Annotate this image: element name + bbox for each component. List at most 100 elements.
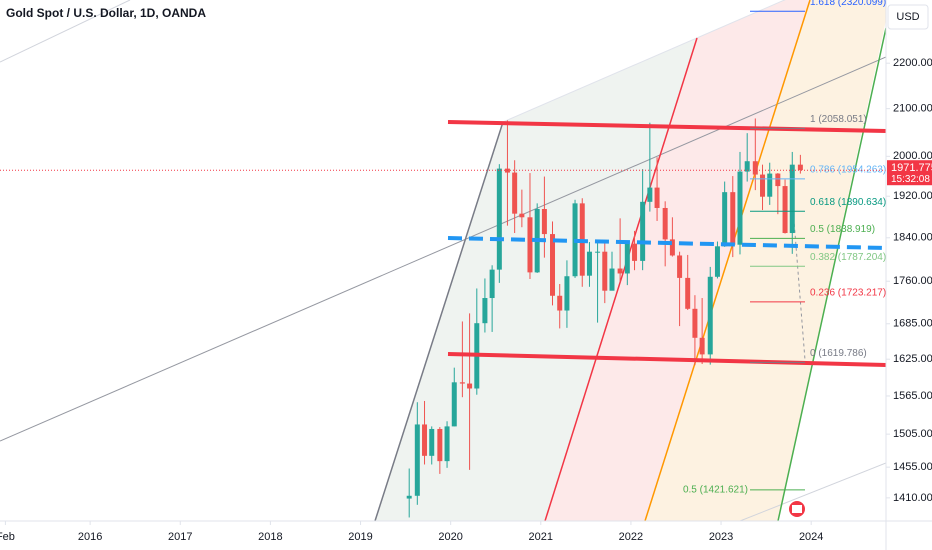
pitchfork-line: [502, 0, 786, 123]
x-tick-label: 2017: [168, 531, 192, 543]
x-tick-label: 2024: [799, 531, 823, 543]
candle-body: [519, 213, 525, 218]
fib-label: 0.786 (1954.263): [810, 165, 886, 176]
candle-body: [669, 239, 675, 256]
x-tick-label: Feb: [0, 531, 15, 543]
candle-body: [782, 186, 788, 234]
candle-body: [482, 298, 488, 324]
fib-label: 0.5 (1838.919): [810, 224, 875, 235]
drawings: [0, 0, 886, 521]
y-tick-label: 2100.000: [893, 103, 932, 115]
x-tick-label: 2020: [438, 531, 462, 543]
candle-body: [406, 495, 412, 499]
y-tick-label: 1565.000: [893, 390, 932, 402]
y-tick-label: 1505.000: [893, 428, 932, 440]
y-tick-label: 1760.000: [893, 275, 932, 287]
pitchfork-line: [544, 37, 698, 521]
candle-body: [654, 187, 660, 208]
x-tick-label: 2018: [258, 531, 282, 543]
candle-body: [767, 173, 773, 197]
candle-body: [662, 207, 668, 240]
candle-body: [707, 276, 713, 355]
y-tick-label: 1685.000: [893, 318, 932, 330]
x-tick-label: 2022: [619, 531, 643, 543]
candle-body: [617, 268, 623, 274]
candle-body: [550, 234, 556, 296]
candle-body: [744, 161, 750, 172]
candle-body: [760, 174, 766, 197]
support-line: [447, 352, 886, 367]
candle-body: [451, 382, 457, 427]
trend-line: [0, 56, 886, 442]
pitchfork-line: [374, 121, 504, 521]
y-tick-label: 1840.000: [893, 232, 932, 244]
candle-body: [677, 255, 683, 278]
candle-body: [527, 217, 533, 273]
overlay: 1.618 (2320.099) 1 (2058.051) 0.786 (1954.…: [0, 0, 886, 495]
candle-body: [752, 161, 758, 175]
x-tick-label: 2023: [709, 531, 733, 543]
last-price-label: 1971.775: [891, 162, 932, 174]
x-tick-label: 2016: [78, 531, 102, 543]
fib-label: 0 (1619.786): [810, 348, 867, 359]
candle-body: [467, 383, 473, 389]
candle-body: [692, 308, 698, 338]
candle-body: [437, 428, 443, 462]
x-tick-label: 2019: [348, 531, 372, 543]
candle-body: [602, 251, 608, 291]
fib-label: 0.382 (1787.204): [810, 252, 886, 263]
pitchfork-line: [777, 27, 886, 521]
y-tick-label: 1410.000: [893, 492, 932, 504]
candle-body: [429, 428, 435, 456]
resistance-line: [447, 120, 886, 133]
candle-body: [775, 173, 781, 187]
candle-body: [632, 243, 638, 261]
currency-button[interactable]: [887, 4, 929, 30]
y-tick-label: 2200.000: [893, 57, 932, 69]
candle-body: [714, 246, 720, 277]
last-price-box: [887, 160, 932, 186]
candle-body: [422, 424, 428, 456]
candle-body: [737, 171, 743, 245]
y-tick-label: 2000.000: [893, 150, 932, 162]
mid-line: [447, 236, 886, 250]
x-tick-label: 2021: [529, 531, 553, 543]
chart-title: Gold Spot / U.S. Dollar, 1D, OANDA: [6, 6, 206, 20]
candle-body: [489, 269, 495, 299]
trend-line: [0, 0, 131, 63]
candle-body: [541, 209, 547, 235]
candle-body: [557, 295, 563, 311]
candle-body: [624, 243, 630, 274]
event-icon-flag: [792, 505, 802, 513]
y-tick-label: 1920.000: [893, 190, 932, 202]
candle-body: [564, 276, 570, 311]
trend-line: [739, 462, 886, 521]
candle-body: [444, 426, 450, 462]
fib-label: 1 (2058.051): [810, 114, 867, 125]
candle-body: [730, 192, 736, 245]
candle-body: [685, 277, 691, 309]
pitchfork-line: [644, 0, 811, 521]
candle-body: [609, 268, 615, 291]
y-tick-label: 1625.000: [893, 353, 932, 365]
candle-body: [414, 424, 420, 496]
candle-body: [595, 251, 601, 253]
countdown: 15:32:08: [891, 174, 930, 185]
fib-label: 0.236 (1723.217): [810, 287, 886, 298]
y-tick-label: 1455.000: [893, 461, 932, 473]
fib-label: 0.618 (1890.634): [810, 197, 886, 208]
key-lines: [447, 120, 886, 367]
candle-body: [640, 201, 646, 261]
fib-label: 1.618 (2320.099): [810, 0, 886, 8]
candle-body: [512, 172, 518, 214]
currency[interactable]: USD: [896, 11, 919, 23]
candle-body: [586, 251, 592, 276]
candle-body: [722, 192, 728, 247]
candle-body: [789, 164, 795, 234]
candle-body: [496, 168, 502, 270]
candle-body: [459, 382, 465, 384]
candle-body: [699, 337, 705, 355]
fib-label: 0.5 (1421.621): [683, 484, 748, 495]
candle-body: [647, 187, 653, 202]
